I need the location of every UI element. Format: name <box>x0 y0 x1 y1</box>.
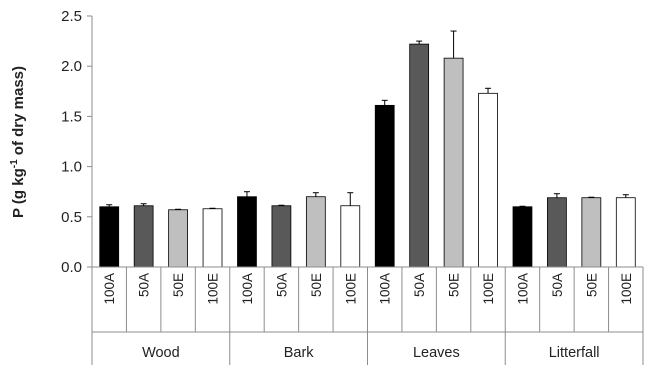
y-tick-label: 1.0 <box>61 159 82 176</box>
bar-leaves-100a <box>374 104 395 268</box>
x-tick-label: 50A <box>550 273 565 297</box>
bars <box>99 30 636 268</box>
y-axis: 0.0 0.5 1.0 1.5 2.0 2.5 <box>61 8 93 276</box>
y-axis-label: P (g kg-1 of dry mass) <box>9 66 27 218</box>
bar-litterfall-100a <box>512 206 533 268</box>
x-tick-label: 50E <box>447 273 462 297</box>
x-tick-label: 100E <box>343 273 358 305</box>
bar-bark-50a <box>271 205 292 268</box>
bar-leaves-100e <box>478 92 498 268</box>
bar-bark-100e <box>340 205 361 268</box>
x-tick-label: 100E <box>206 273 221 305</box>
group-label-bark: Bark <box>284 345 315 361</box>
x-tick-label: 50A <box>412 273 427 297</box>
x-tick-label: 50E <box>584 273 599 297</box>
x-tick-label: 50E <box>309 273 324 297</box>
x-tick-label: 100A <box>515 273 530 305</box>
bar-leaves-50a <box>409 43 430 268</box>
bar-wood-50e <box>168 209 188 268</box>
x-tick-label: 50A <box>137 273 152 297</box>
bar-litterfall-50e <box>581 197 602 268</box>
x-tick-label: 100E <box>619 273 634 305</box>
bar-bark-50e <box>305 196 326 268</box>
x-tick-label: 100A <box>102 273 117 305</box>
bar-litterfall-50a <box>547 197 567 268</box>
group-label-leaves: Leaves <box>413 345 460 361</box>
y-tick-label: 2.0 <box>61 58 82 75</box>
y-tick-label: 0.5 <box>61 209 82 226</box>
bar-bark-100a <box>237 196 257 268</box>
bar-litterfall-100e <box>615 197 636 268</box>
y-tick-label: 2.5 <box>61 8 82 25</box>
y-tick-label: 0.0 <box>61 259 82 276</box>
group-label-wood: Wood <box>142 345 180 361</box>
x-axis: 100A 50A 50E 100E Wood 100A 50A 50E 100E Bark 100A… <box>91 266 644 365</box>
x-tick-label: 100A <box>378 273 393 305</box>
bar-wood-50a <box>133 205 154 268</box>
y-tick-label: 1.5 <box>61 108 82 125</box>
bar-wood-100a <box>99 206 120 268</box>
x-tick-label: 50E <box>171 273 186 297</box>
x-tick-label: 100A <box>240 273 255 305</box>
bar-leaves-50e <box>443 57 464 268</box>
bar-wood-100e <box>202 208 223 268</box>
x-tick-label: 100E <box>481 273 496 305</box>
x-tick-label: 50A <box>274 273 289 297</box>
group-label-litterfall: Litterfall <box>549 345 600 361</box>
